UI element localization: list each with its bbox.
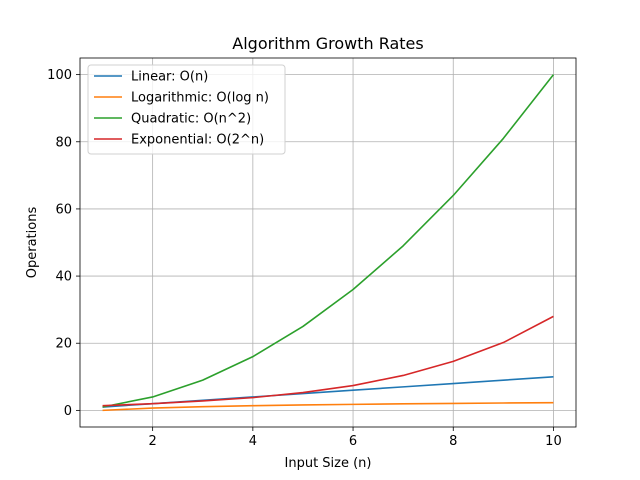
legend-entry-1: Linear: O(n) — [131, 70, 208, 85]
legend-box — [87, 64, 286, 155]
y-axis-label: Operations — [25, 207, 40, 279]
y-tick-label: 100 — [47, 68, 72, 83]
y-tick-label: 40 — [55, 270, 72, 285]
x-tick-label: 4 — [249, 434, 257, 449]
series-lines — [102, 74, 555, 412]
series-line-2 — [102, 401, 554, 412]
x-tick-label: 2 — [149, 434, 157, 449]
x-axis-label: Input Size (n) — [285, 456, 372, 471]
plot-frame — [79, 57, 577, 428]
series-line-3 — [102, 74, 555, 408]
legend-entry-3: Quadratic: O(n^2) — [131, 112, 251, 127]
chart-title: Algorithm Growth Rates — [232, 34, 423, 53]
y-tick-label: 80 — [55, 135, 72, 150]
x-tick-label: 8 — [449, 434, 457, 449]
legend-entry-4: Exponential: O(2^n) — [131, 133, 264, 148]
legend-entry-2: Logarithmic: O(log n) — [131, 91, 269, 106]
series-line-4 — [102, 315, 554, 407]
y-tick-label: 60 — [55, 202, 72, 217]
legend: Linear: O(n) Logarithmic: O(log n) Quadrat… — [87, 64, 286, 155]
x-tick-label: 10 — [545, 434, 562, 449]
x-tick-label: 6 — [349, 434, 357, 449]
y-tick-label: 20 — [55, 337, 72, 352]
y-tick-label: 0 — [64, 404, 72, 419]
grid — [80, 58, 576, 427]
